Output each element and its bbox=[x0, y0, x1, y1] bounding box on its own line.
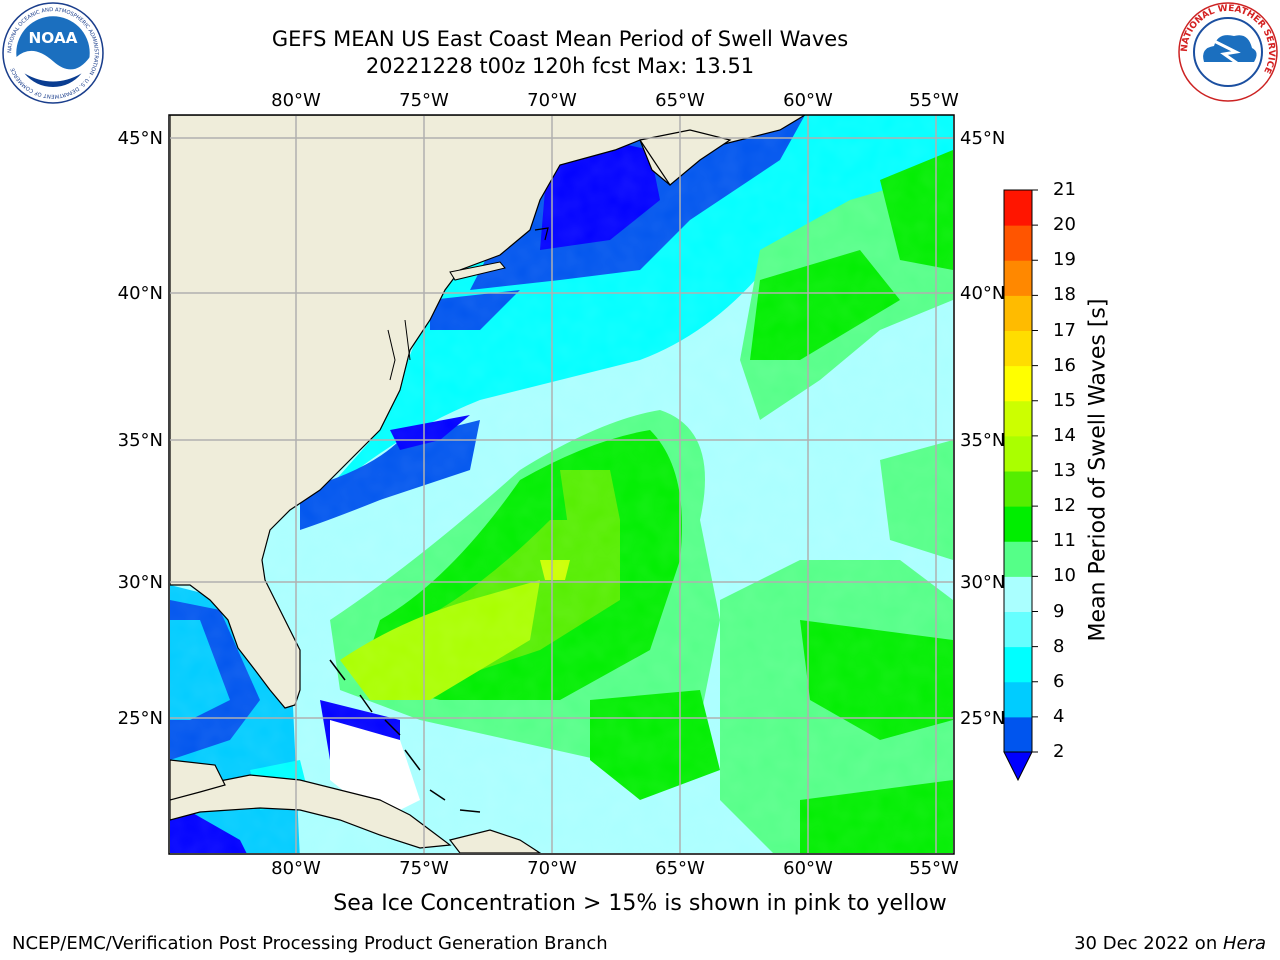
map-plot-area bbox=[170, 115, 953, 853]
colorbar-segment bbox=[1004, 576, 1032, 612]
footer-date: 30 Dec 2022 on Hera bbox=[1074, 933, 1266, 954]
colorbar-segment bbox=[1004, 506, 1032, 542]
lat-label-left: 40°N bbox=[118, 283, 163, 304]
cape-cod bbox=[534, 227, 549, 241]
lon-label-bottom: 55°W bbox=[909, 858, 959, 879]
footer-credit: NCEP/EMC/Verification Post Processing Pr… bbox=[12, 933, 608, 954]
forecast-subtitle: 20221228 t00z 120h fcst Max: 13.51 bbox=[365, 54, 755, 78]
colorbar-tick-label: 20 bbox=[1053, 214, 1076, 236]
lat-label-right: 30°N bbox=[960, 572, 1005, 593]
colorbar-tick-label: 11 bbox=[1053, 530, 1076, 552]
longitude-labels: 80°W 75°W 70°W 65°W 60°W 55°W 80°W 75°W … bbox=[271, 90, 959, 879]
colorbar-segment bbox=[1004, 190, 1032, 226]
colorbar-tick-label: 21 bbox=[1053, 179, 1076, 200]
colorbar-segment bbox=[1004, 541, 1032, 577]
nws-logo: NATIONAL WEATHER SERVICE bbox=[1178, 2, 1278, 102]
colorbar-segment bbox=[1004, 260, 1032, 296]
north-america-land bbox=[170, 115, 807, 709]
land bbox=[170, 115, 807, 853]
colorbar-segment bbox=[1004, 681, 1032, 718]
colorbar-tick-label: 15 bbox=[1053, 389, 1076, 411]
colorbar-tick-label: 8 bbox=[1053, 635, 1065, 657]
colorbar-tick-label: 18 bbox=[1053, 284, 1076, 306]
lat-label-left: 45°N bbox=[118, 128, 163, 149]
lon-label-top: 70°W bbox=[527, 90, 577, 111]
lon-label-top: 75°W bbox=[399, 90, 449, 111]
colorbar-segment bbox=[1004, 400, 1032, 437]
colorbar-segment bbox=[1004, 225, 1032, 261]
colorbar-tick-label: 2 bbox=[1053, 741, 1065, 762]
footer-machine: Hera bbox=[1222, 933, 1266, 954]
colorbar-tick-label: 9 bbox=[1053, 600, 1065, 622]
lon-label-top: 60°W bbox=[783, 90, 833, 111]
lat-label-right: 25°N bbox=[960, 708, 1005, 729]
latitude-labels: 45°N 40°N 35°N 30°N 25°N 45°N 40°N 35°N … bbox=[118, 128, 1006, 729]
colorbar-tick-label: 13 bbox=[1053, 460, 1076, 481]
colorbar-tick-label: 6 bbox=[1053, 670, 1065, 692]
lat-label-left: 30°N bbox=[118, 572, 163, 593]
colorbar-tick-label: 16 bbox=[1053, 354, 1076, 376]
colorbar-segment bbox=[1004, 365, 1032, 402]
colorbar-tick-label: 14 bbox=[1053, 424, 1076, 446]
colorbar-segment bbox=[1004, 646, 1032, 683]
yucatan-land bbox=[170, 759, 226, 801]
colorbar-segment bbox=[1004, 471, 1032, 507]
lon-label-bottom: 75°W bbox=[399, 858, 449, 879]
colorbar-segment bbox=[1004, 611, 1032, 648]
lon-label-top: 80°W bbox=[271, 90, 321, 111]
colorbar-under-arrow bbox=[1003, 751, 1033, 782]
chesapeake-bay bbox=[387, 319, 411, 381]
lon-label-bottom: 60°W bbox=[783, 858, 833, 879]
lat-label-left: 25°N bbox=[118, 708, 163, 729]
lon-label-bottom: 80°W bbox=[271, 858, 321, 879]
colorbar-tick-label: 19 bbox=[1053, 249, 1076, 271]
colorbar-segment bbox=[1004, 330, 1032, 367]
colorbar-label: Mean Period of Swell Waves [s] bbox=[1085, 298, 1111, 642]
colorbar-segment bbox=[1004, 435, 1032, 472]
footer-date-text: 30 Dec 2022 on bbox=[1074, 933, 1223, 954]
colorbar-tick-label: 12 bbox=[1053, 495, 1076, 517]
lon-label-bottom: 70°W bbox=[527, 858, 577, 879]
bahamas-islands bbox=[329, 659, 481, 813]
colorbar-tick-label: 10 bbox=[1053, 565, 1076, 587]
colorbar-segment bbox=[1004, 295, 1032, 331]
cuba-land bbox=[170, 774, 452, 849]
long-island bbox=[449, 261, 506, 281]
lat-label-right: 45°N bbox=[960, 128, 1005, 149]
colorbar-tick-label: 4 bbox=[1053, 705, 1065, 727]
map-title: GEFS MEAN US East Coast Mean Period of S… bbox=[271, 27, 849, 51]
colorbar bbox=[1003, 189, 1038, 782]
noaa-logo-text: NOAA bbox=[28, 29, 77, 47]
lat-label-right: 40°N bbox=[960, 283, 1005, 304]
colorbar-tick-label: 17 bbox=[1053, 319, 1076, 341]
nova-scotia-land bbox=[639, 129, 732, 186]
map-frame bbox=[168, 114, 955, 855]
lat-label-right: 35°N bbox=[960, 430, 1005, 451]
noaa-logo: NOAA NATIONAL OCEANIC AND ATMOSPHERIC AD… bbox=[2, 2, 104, 104]
lon-label-top: 55°W bbox=[909, 90, 959, 111]
graticule bbox=[170, 115, 953, 853]
lon-label-bottom: 65°W bbox=[655, 858, 705, 879]
hispaniola-land bbox=[448, 829, 542, 853]
lon-label-top: 65°W bbox=[655, 90, 705, 111]
colorbar-segment bbox=[1004, 716, 1032, 753]
sea-ice-note: Sea Ice Concentration > 15% is shown in … bbox=[333, 891, 947, 916]
lat-label-left: 35°N bbox=[118, 430, 163, 451]
